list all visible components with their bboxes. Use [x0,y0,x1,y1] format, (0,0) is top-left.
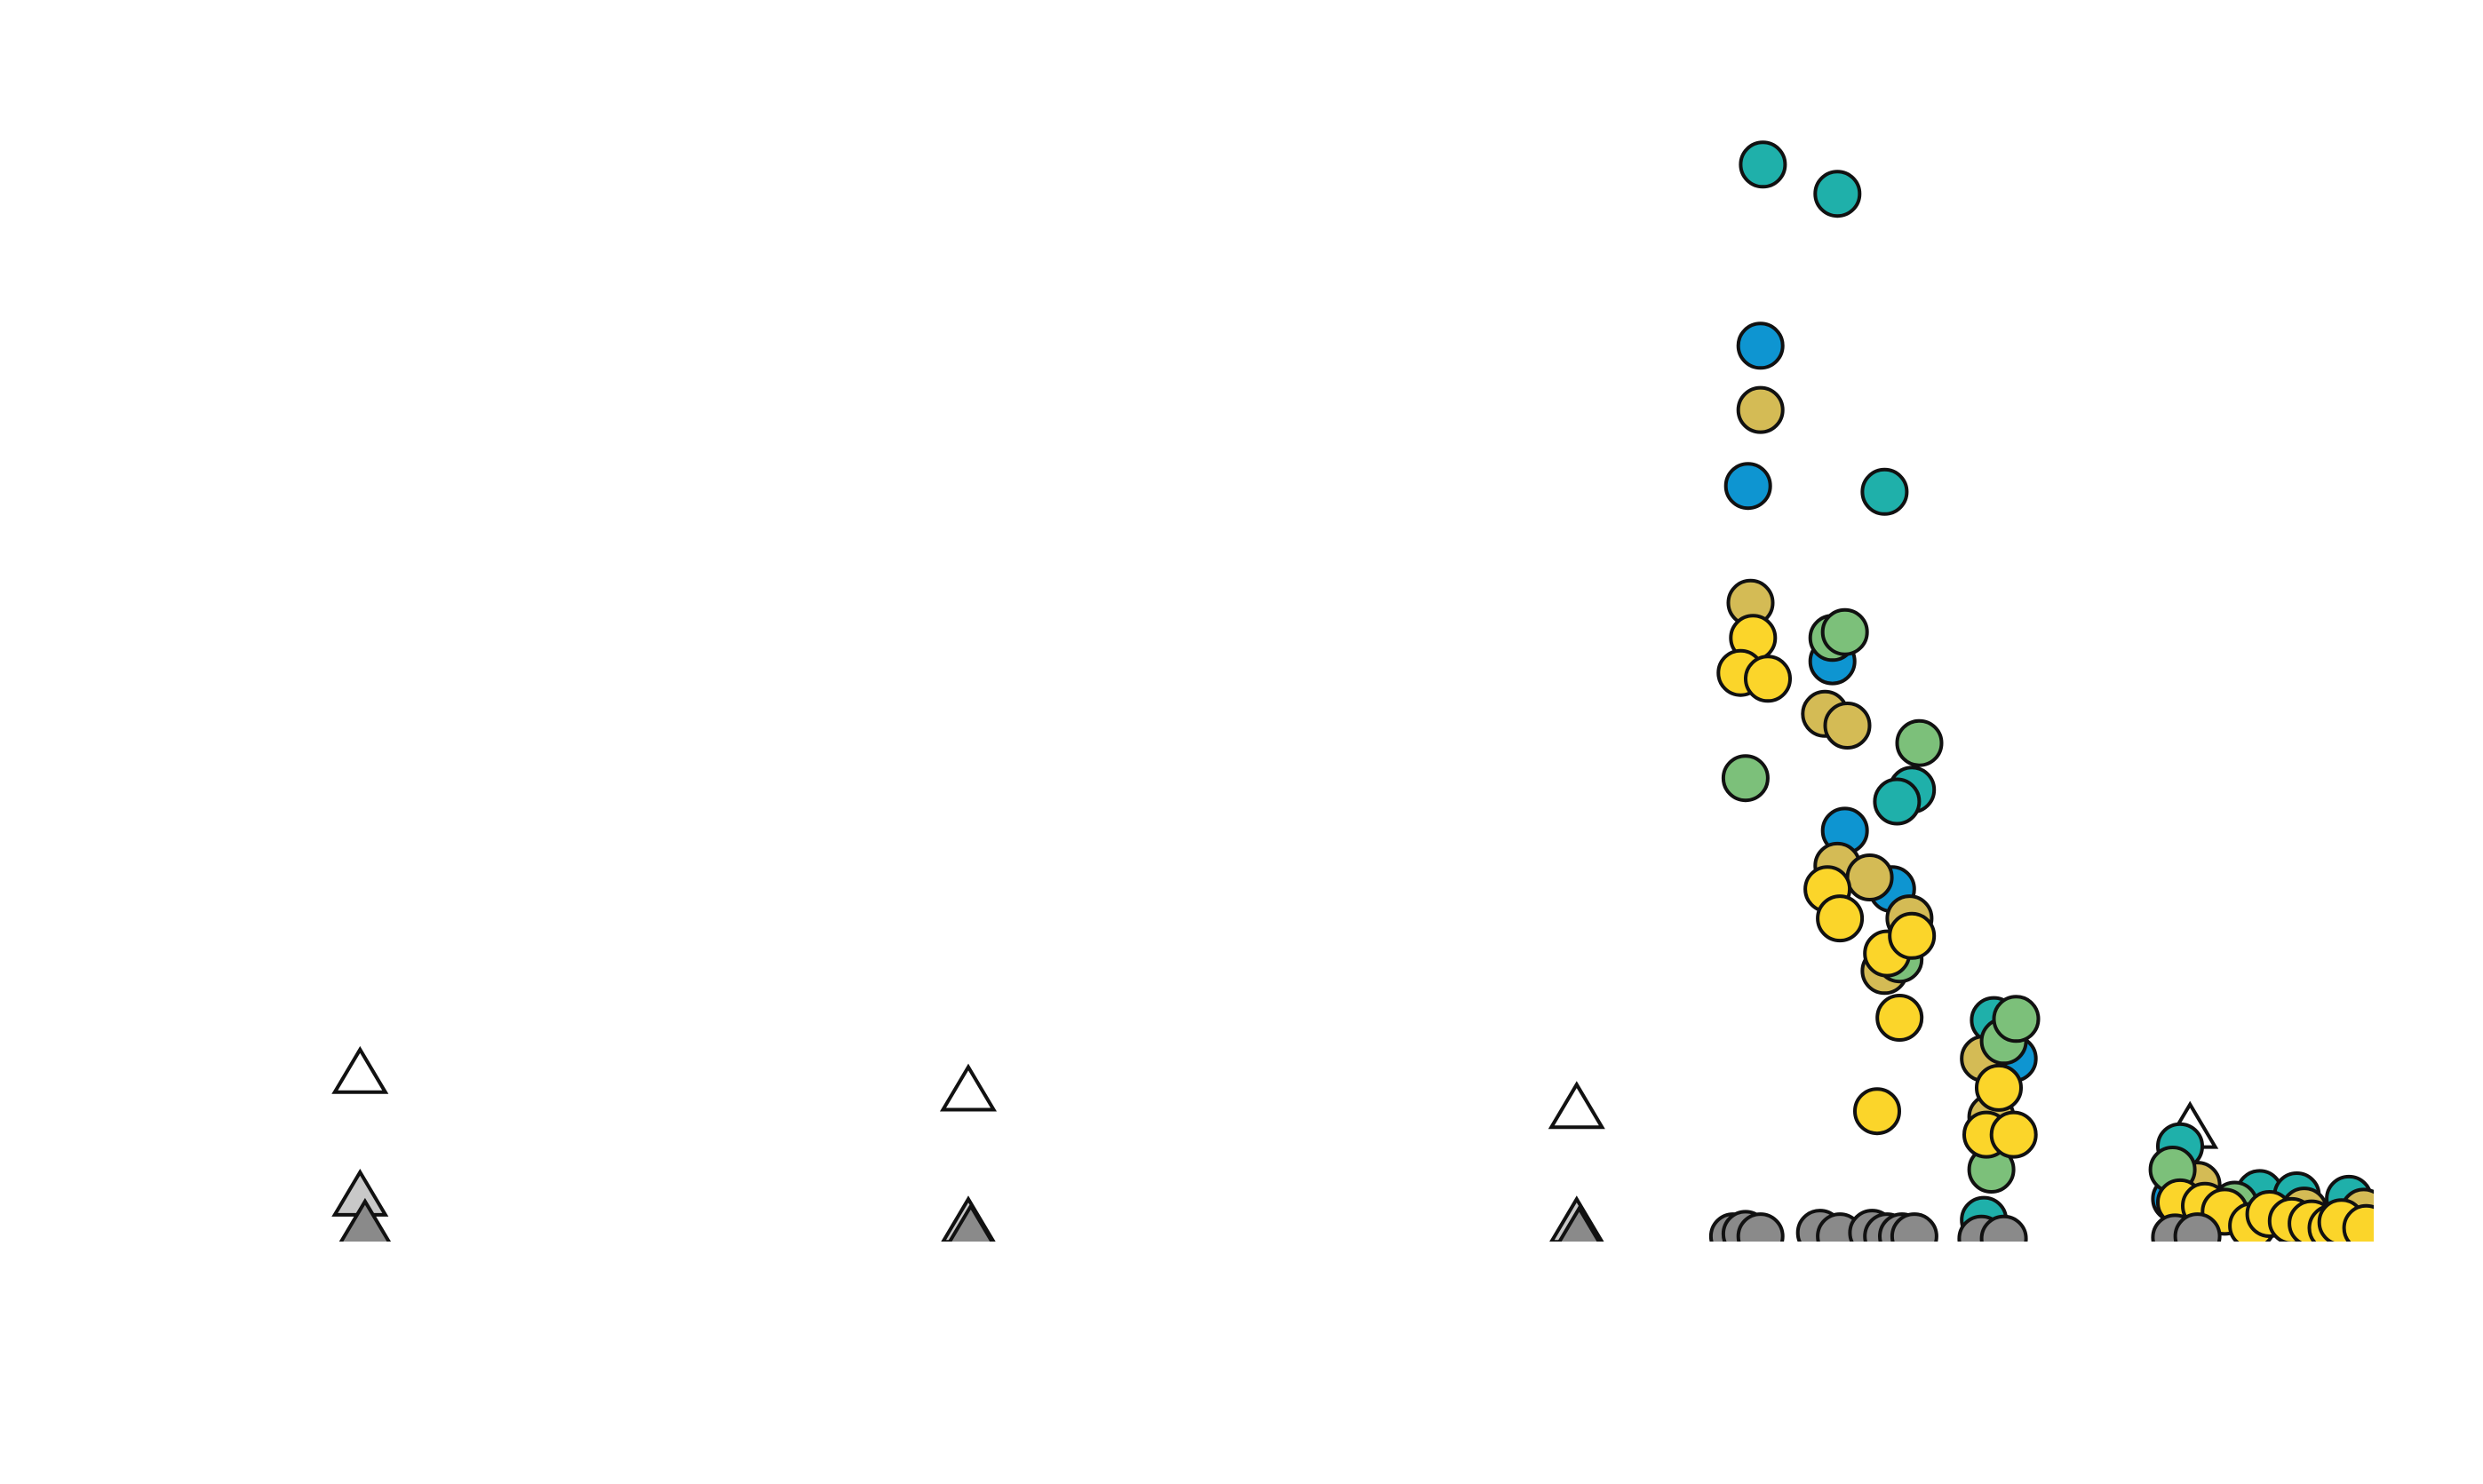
circle-point-s5-p0 [1736,385,1785,434]
circle-point-s8-p12 [2173,1212,2222,1242]
circle-point-s7-p21 [2342,1203,2374,1242]
circle-point-s4-p1 [1723,462,1772,511]
circle-point-s3-p4 [1873,777,1922,826]
circle-point-s5-p3 [1823,702,1872,750]
circle-point-s7-p2 [1744,655,1792,703]
triangle-point-s0-p0 [331,1045,389,1094]
circle-point-s8-p8 [1890,1212,1938,1242]
circle-point-s3-p0 [1739,140,1787,189]
circle-point-s8-p10 [1979,1214,2028,1242]
circle-point-s3-p2 [1860,467,1909,516]
circle-point-s6-p3 [1895,718,1944,767]
circle-point-s7-p7 [1875,994,1924,1042]
circle-point-s7-p6 [1888,911,1937,960]
triangle-point-s0-p2 [1548,1081,1605,1130]
circle-point-s8-p2 [1736,1212,1785,1242]
circle-point-s7-p9 [1975,1063,2023,1112]
circle-point-s4-p0 [1736,321,1785,370]
triangle-point-s2-p0 [338,1197,392,1242]
circle-point-s7-p4 [1816,894,1865,943]
circle-point-s6-p6 [1992,995,2041,1044]
circle-point-s7-p8 [1853,1087,1901,1136]
circle-point-s6-p2 [1820,607,1869,656]
triangle-point-s0-p1 [939,1063,998,1112]
circle-point-s7-p11 [1989,1110,2038,1159]
triangle-point-s2-p1 [947,1202,994,1242]
triangle-point-s2-p2 [1557,1204,1602,1242]
plot-marks [331,140,2374,1242]
circle-point-s6-p0 [1721,754,1770,803]
circle-point-s5-p5 [1845,853,1894,901]
circle-point-s3-p1 [1813,170,1862,218]
